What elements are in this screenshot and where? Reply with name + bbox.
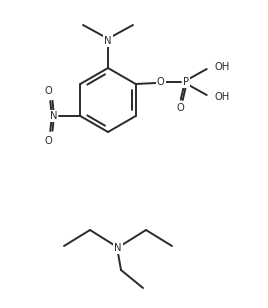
Text: O: O <box>177 103 185 113</box>
Text: O: O <box>44 86 52 96</box>
Text: N: N <box>104 36 112 46</box>
Text: O: O <box>157 77 165 87</box>
Text: OH: OH <box>215 62 230 72</box>
Text: N: N <box>50 111 57 121</box>
Text: P: P <box>183 77 189 87</box>
Text: OH: OH <box>215 92 230 102</box>
Text: N: N <box>114 243 122 253</box>
Text: O: O <box>44 136 52 146</box>
